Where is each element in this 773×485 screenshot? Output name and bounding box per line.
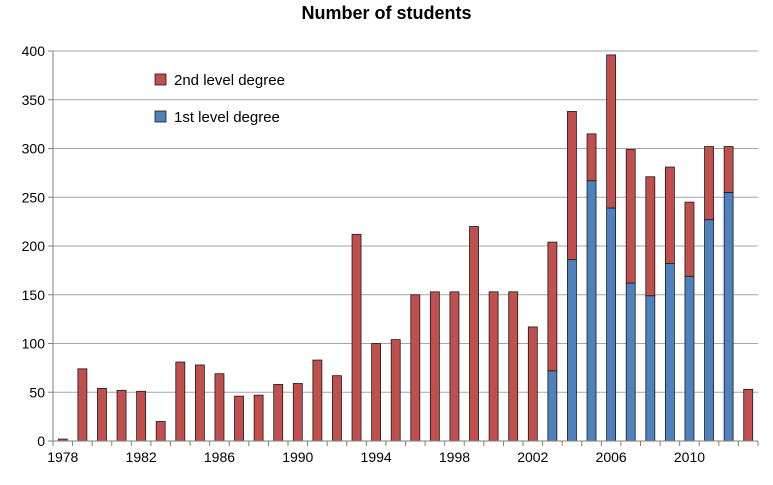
bar-1st-level: [645, 295, 656, 442]
y-tick-label: 200: [22, 238, 46, 254]
bar-2nd-level: [449, 291, 460, 442]
bar-2nd-level: [136, 390, 147, 442]
bar-2nd-level: [234, 395, 244, 442]
bar-2nd-level: [684, 201, 695, 277]
x-tick-label: 1998: [439, 449, 470, 465]
legend-label-2nd-level: 2nd level degree: [174, 72, 285, 89]
bar-2nd-level: [155, 421, 166, 442]
bar-2nd-level: [175, 361, 186, 442]
y-tick-label: 300: [22, 141, 46, 157]
bar-2nd-level: [527, 326, 538, 442]
bar-2nd-level: [429, 291, 440, 442]
x-tick-label: 1982: [126, 449, 157, 465]
bar-2nd-level: [625, 149, 636, 284]
bar-2nd-level: [606, 54, 617, 209]
y-tick-label: 350: [22, 92, 46, 108]
x-tick-label: 1978: [47, 449, 78, 465]
bar-2nd-level: [371, 343, 382, 442]
bar-1st-level: [664, 263, 675, 442]
legend-swatch-2nd-level: [154, 73, 167, 86]
bar-2nd-level: [645, 176, 656, 297]
bar-2nd-level: [97, 387, 107, 442]
x-tick-label: 2002: [517, 449, 548, 465]
bar-2nd-level: [488, 291, 499, 442]
bar-1st-level: [586, 180, 597, 442]
y-tick-label: 100: [22, 336, 46, 352]
bar-2nd-level: [664, 166, 675, 264]
axes: 0 50 100 150 200 250 300 350 400 1978 1982 1986 1990…: [22, 43, 759, 465]
bar-2nd-level: [567, 111, 577, 261]
legend: 2nd level degree 1st level degree: [154, 72, 285, 126]
bar-2nd-level: [704, 146, 714, 221]
gridlines: [53, 50, 758, 393]
bar-1st-level: [625, 282, 636, 442]
bar-2nd-level: [194, 364, 205, 442]
bar-2nd-level: [547, 241, 558, 372]
x-tick-label: 2010: [674, 449, 705, 465]
bar-2nd-level: [351, 233, 362, 442]
bar-2nd-level: [116, 389, 127, 442]
bar-2nd-level: [743, 388, 754, 442]
bar-2nd-level: [390, 339, 401, 442]
bar-2nd-level: [469, 226, 479, 442]
y-tick-label: 0: [37, 433, 45, 449]
bar-2nd-level: [77, 368, 88, 442]
y-tick-label: 50: [29, 384, 45, 400]
bar-2nd-level: [214, 373, 225, 442]
bar-2nd-level: [253, 394, 264, 442]
y-tick-label: 400: [22, 43, 46, 59]
bar-2nd-level: [273, 384, 284, 442]
bar-2nd-level: [586, 133, 597, 182]
bar-1st-level: [606, 207, 617, 442]
bar-2nd-level: [723, 146, 734, 193]
bar-1st-level: [704, 219, 714, 442]
bar-1st-level: [723, 191, 734, 442]
bar-1st-level: [547, 370, 558, 442]
x-tick-label: 1986: [204, 449, 235, 465]
x-tick-label: 2006: [596, 449, 627, 465]
bar-2nd-level: [508, 291, 519, 442]
bar-2nd-level: [292, 383, 303, 442]
x-tick-label: 1990: [282, 449, 313, 465]
bar-2nd-level: [312, 359, 323, 442]
bar-2nd-level: [332, 375, 342, 442]
chart-title: Number of students: [301, 3, 472, 23]
bar-2nd-level: [410, 294, 421, 442]
legend-label-1st-level: 1st level degree: [174, 109, 280, 126]
y-tick-label: 150: [22, 287, 46, 303]
legend-swatch-1st-level: [154, 110, 167, 123]
bar-1st-level: [567, 259, 577, 442]
y-tick-label: 250: [22, 189, 46, 205]
x-tick-label: 1994: [361, 449, 392, 465]
bar-1st-level: [684, 275, 695, 442]
